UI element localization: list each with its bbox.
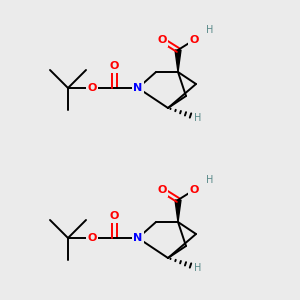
Text: O: O xyxy=(109,61,119,71)
Text: H: H xyxy=(206,25,214,35)
Text: N: N xyxy=(134,83,142,93)
Text: O: O xyxy=(189,35,199,45)
Text: O: O xyxy=(87,233,97,243)
Polygon shape xyxy=(175,50,181,72)
Polygon shape xyxy=(175,200,181,222)
Text: O: O xyxy=(189,185,199,195)
Text: H: H xyxy=(206,175,214,185)
Text: O: O xyxy=(109,211,119,221)
Text: O: O xyxy=(87,83,97,93)
Text: H: H xyxy=(194,263,202,273)
Text: H: H xyxy=(194,113,202,123)
Text: N: N xyxy=(134,233,142,243)
Text: O: O xyxy=(157,185,167,195)
Text: O: O xyxy=(157,35,167,45)
